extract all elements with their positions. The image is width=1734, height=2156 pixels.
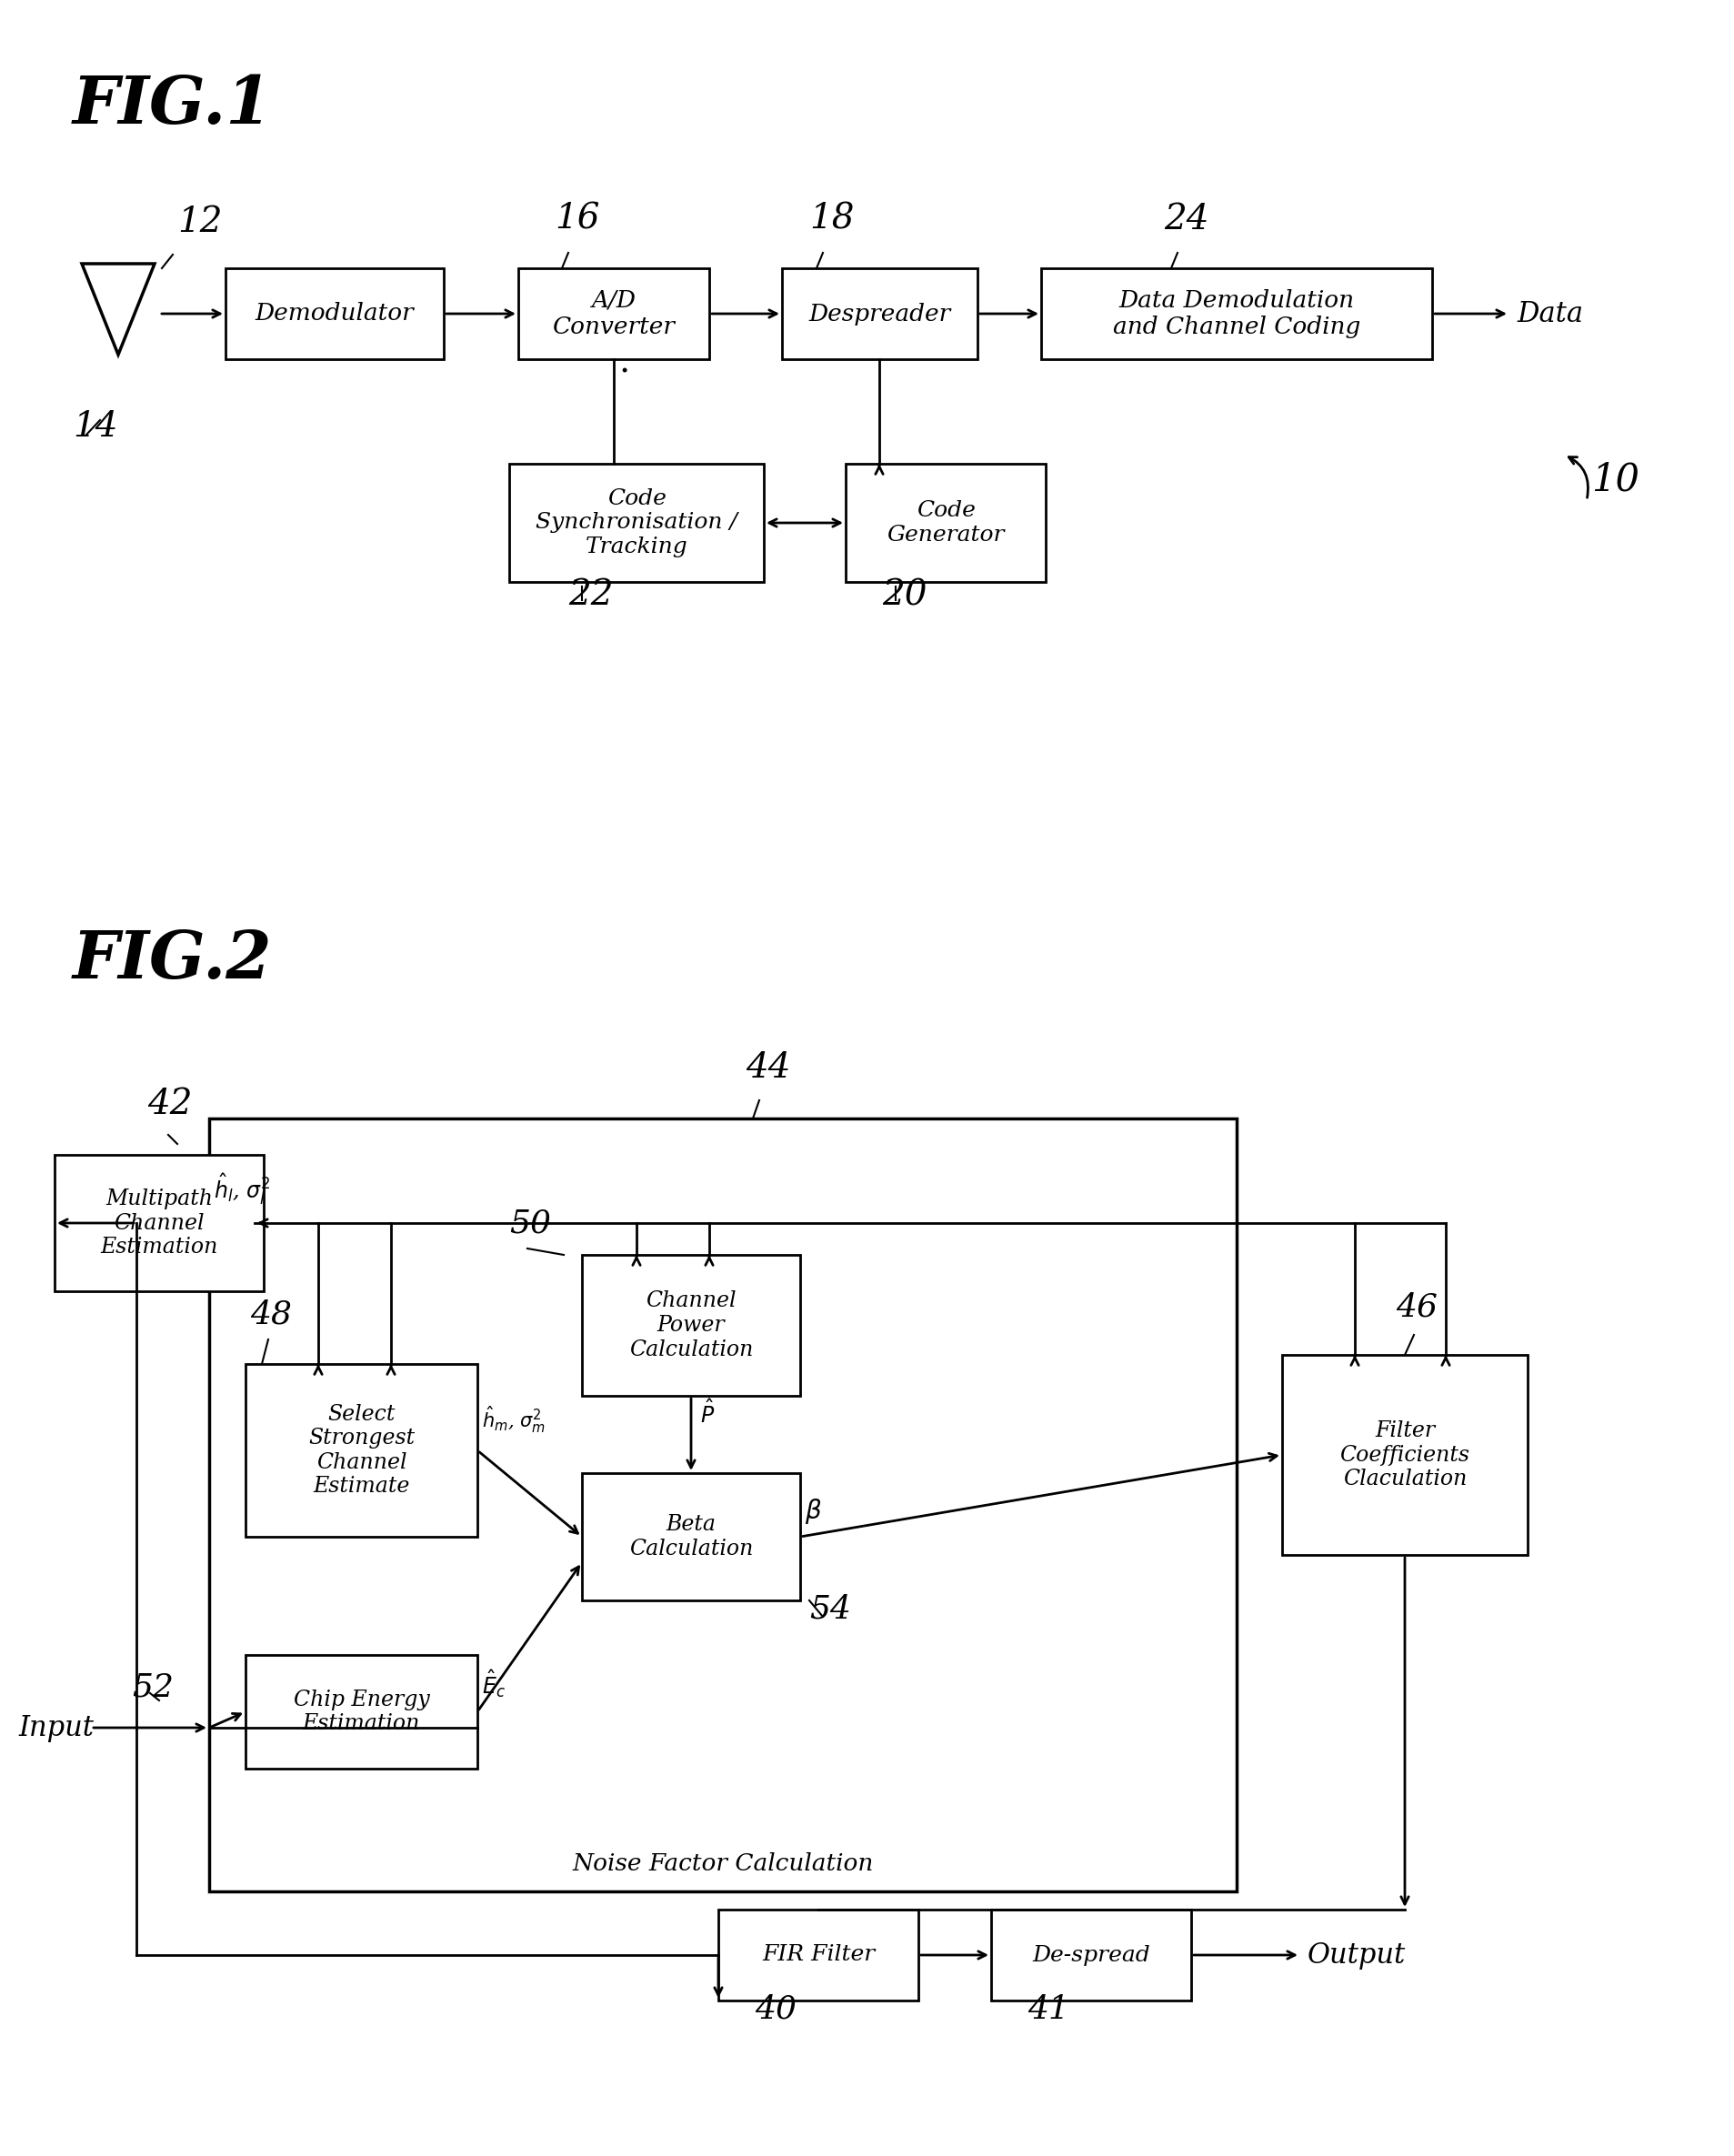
Text: 14: 14	[73, 410, 118, 444]
Bar	[518, 267, 709, 360]
Text: FIR Filter: FIR Filter	[761, 1945, 876, 1966]
Text: Code
Synchronisation /
Tracking: Code Synchronisation / Tracking	[536, 487, 737, 558]
Text: $\hat{P}$: $\hat{P}$	[701, 1399, 714, 1427]
Text: 22: 22	[569, 578, 614, 612]
Text: 42: 42	[147, 1087, 192, 1121]
Bar	[583, 1255, 799, 1395]
Text: .: .	[619, 347, 629, 379]
Bar	[246, 1656, 477, 1768]
Bar	[583, 1473, 799, 1600]
Text: Input: Input	[17, 1714, 94, 1742]
Text: $\beta$: $\beta$	[805, 1496, 822, 1526]
Text: 40: 40	[754, 1994, 796, 2024]
Text: 41: 41	[1028, 1994, 1070, 2024]
Text: Channel
Power
Calculation: Channel Power Calculation	[629, 1291, 753, 1360]
Text: FIG.2: FIG.2	[73, 927, 272, 992]
Text: Data: Data	[1517, 300, 1583, 328]
Text: 52: 52	[132, 1671, 173, 1703]
Text: 16: 16	[555, 203, 600, 237]
Bar	[1040, 267, 1432, 360]
Text: Chip Energy
Estimation: Chip Energy Estimation	[293, 1690, 430, 1733]
Text: 44: 44	[746, 1052, 791, 1084]
Bar	[246, 1365, 477, 1537]
Bar	[510, 464, 763, 582]
Text: 10: 10	[1592, 461, 1639, 500]
Text: $\hat{h}_m$, $\sigma_m^2$: $\hat{h}_m$, $\sigma_m^2$	[482, 1404, 546, 1436]
Text: 18: 18	[810, 203, 855, 237]
Text: FIG.1: FIG.1	[73, 73, 272, 138]
Bar	[846, 464, 1046, 582]
Text: A/D
Converter: A/D Converter	[553, 289, 675, 338]
Text: Select
Strongest
Channel
Estimate: Select Strongest Channel Estimate	[309, 1404, 414, 1496]
Text: 46: 46	[1396, 1291, 1437, 1324]
Text: Beta
Calculation: Beta Calculation	[629, 1514, 753, 1559]
Bar	[782, 267, 978, 360]
Bar	[210, 1119, 1236, 1891]
Text: Output: Output	[1307, 1940, 1406, 1968]
Bar	[1281, 1354, 1528, 1554]
Text: 20: 20	[883, 578, 928, 612]
Text: 12: 12	[177, 205, 222, 239]
Text: $\hat{h}_l$, $\sigma_l^2$: $\hat{h}_l$, $\sigma_l^2$	[213, 1171, 271, 1207]
Text: Code
Generator: Code Generator	[886, 500, 1004, 545]
Text: Filter
Coefficients
Claculation: Filter Coefficients Claculation	[1340, 1421, 1470, 1490]
Text: 48: 48	[250, 1298, 291, 1330]
Bar	[992, 1910, 1191, 2001]
Text: De-spread: De-spread	[1032, 1945, 1150, 1966]
Bar	[225, 267, 444, 360]
Text: Despreader: Despreader	[808, 302, 950, 326]
Text: 54: 54	[810, 1593, 851, 1626]
Text: $\hat{E}_c$: $\hat{E}_c$	[482, 1669, 506, 1699]
Text: 24: 24	[1164, 203, 1209, 237]
Text: 50: 50	[510, 1207, 551, 1238]
Text: Data Demodulation
and Channel Coding: Data Demodulation and Channel Coding	[1113, 289, 1361, 338]
Bar	[54, 1156, 264, 1291]
Text: Demodulator: Demodulator	[255, 302, 414, 326]
Text: Noise Factor Calculation: Noise Factor Calculation	[572, 1852, 874, 1876]
Bar	[718, 1910, 919, 2001]
Text: Multipath
Channel
Estimation: Multipath Channel Estimation	[101, 1188, 218, 1257]
